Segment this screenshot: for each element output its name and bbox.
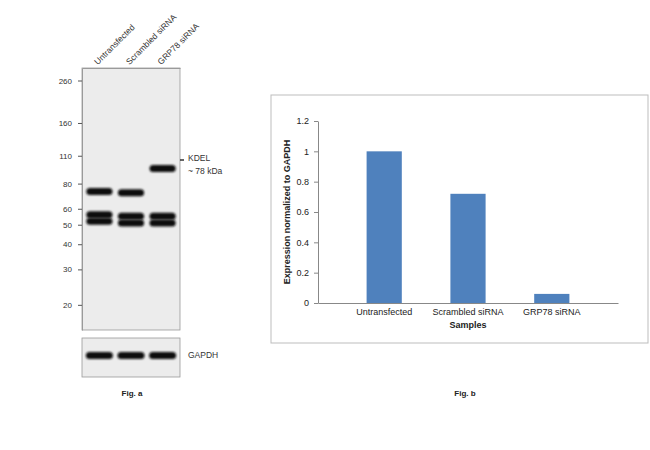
- marker-tick-mark: [78, 184, 82, 185]
- blot-band: [118, 213, 144, 220]
- y-tick: 0: [304, 298, 318, 308]
- marker-label: 80: [63, 180, 72, 189]
- x-tick-label: GRP78 siRNA: [523, 307, 581, 317]
- y-tick-label: 0.6: [296, 207, 309, 217]
- lane-label: GRP78 siRNA: [155, 21, 201, 67]
- blot-annotation: KDEL: [188, 153, 210, 163]
- lane-axis-line: [83, 68, 181, 69]
- y-tick-label: 0.4: [296, 238, 309, 248]
- blot-band: [150, 219, 176, 226]
- x-tick: Scrambled siRNA: [432, 303, 503, 317]
- marker-tick-mark: [78, 209, 82, 210]
- y-tick-label: 1: [304, 147, 309, 157]
- marker-label: 110: [59, 152, 72, 161]
- x-tick-label: Untransfected: [356, 307, 412, 317]
- y-tick-label: 0.2: [296, 268, 309, 278]
- gapdh-band: [149, 352, 176, 359]
- chart-frame: [271, 95, 648, 343]
- marker-tick-mark: [78, 269, 82, 270]
- blot-band: [150, 213, 176, 220]
- y-tick: 0.2: [296, 268, 318, 278]
- blot-band: [86, 211, 112, 218]
- marker-label: 40: [63, 240, 72, 249]
- y-tick-mark: [314, 121, 318, 122]
- y-axis: 0 0.2 0.4 0.6 0.8 1 1.2: [296, 116, 318, 308]
- gapdh-band: [86, 352, 113, 359]
- bar: [367, 151, 402, 303]
- blot-band: [118, 219, 144, 226]
- marker-axis: 260 160 110 80 60 50 40 30 20: [59, 69, 83, 331]
- y-tick-mark: [314, 242, 318, 243]
- marker-tick: 160: [59, 119, 82, 128]
- gapdh-label: GAPDH: [188, 350, 218, 360]
- marker-label: 60: [63, 205, 72, 214]
- y-tick-label: 0: [304, 298, 309, 308]
- figure-caption: Fig. b: [454, 389, 475, 398]
- y-tick: 0.6: [296, 207, 318, 217]
- marker-tick: 20: [63, 301, 82, 310]
- marker-label: 30: [63, 265, 72, 274]
- blot-panel: [82, 68, 180, 330]
- bar: [450, 194, 485, 303]
- gapdh-band: [117, 352, 144, 359]
- y-tick-mark: [314, 303, 318, 304]
- y-tick: 0.4: [296, 238, 318, 248]
- blot-bands: [86, 165, 175, 226]
- y-axis-line: [318, 122, 319, 304]
- y-tick-mark: [314, 212, 318, 213]
- gapdh-panel: [82, 338, 180, 377]
- y-tick-mark: [314, 182, 318, 183]
- y-tick-mark: [314, 273, 318, 274]
- x-tick: Untransfected: [356, 303, 412, 317]
- figure-caption: Fig. a: [122, 389, 143, 398]
- marker-tick: 110: [59, 152, 82, 161]
- y-tick-label: 1.2: [296, 116, 309, 126]
- x-axis-line: [319, 303, 619, 304]
- x-axis-title: Samples: [449, 320, 486, 330]
- marker-tick-mark: [78, 244, 82, 245]
- x-tick: GRP78 siRNA: [523, 303, 581, 317]
- blot-band: [150, 165, 176, 172]
- annotation-pointer: [180, 159, 184, 161]
- marker-tick-mark: [78, 156, 82, 157]
- marker-tick-mark: [78, 305, 82, 306]
- marker-tick: 80: [63, 180, 82, 189]
- marker-tick: 40: [63, 240, 82, 249]
- y-tick-mark: [314, 151, 318, 152]
- x-axis: Untransfected Scrambled siRNA GRP78 siRNA: [319, 303, 619, 317]
- marker-tick: 260: [59, 77, 82, 86]
- marker-label: 160: [59, 119, 73, 128]
- marker-tick: 30: [63, 265, 82, 274]
- marker-tick-mark: [78, 123, 82, 124]
- marker-label: 20: [63, 301, 72, 310]
- y-tick: 1.2: [296, 116, 318, 126]
- marker-tick-mark: [78, 81, 82, 82]
- y-tick-label: 0.8: [296, 177, 309, 187]
- marker-label: 50: [63, 221, 72, 230]
- y-tick: 0.8: [296, 177, 318, 187]
- blot-band: [86, 218, 112, 225]
- lane-tick: GRP78 siRNA: [155, 21, 201, 68]
- marker-tick: 60: [63, 205, 82, 214]
- lane-tick: Scrambled siRNA: [124, 12, 179, 68]
- blot-annotation: ~ 78 kDa: [188, 166, 223, 176]
- marker-tick-mark: [78, 225, 82, 226]
- blot-band: [118, 189, 144, 196]
- marker-label: 260: [59, 77, 73, 86]
- marker-tick: 50: [63, 221, 82, 230]
- y-axis-title: Expression normalized to GAPDH: [282, 140, 292, 285]
- marker-axis-line: [82, 69, 83, 331]
- lane-axis: UntransfectedScrambled siRNAGRP78 siRNA: [83, 12, 202, 69]
- bar: [534, 294, 569, 303]
- x-tick-label: Scrambled siRNA: [432, 307, 503, 317]
- bars: [367, 151, 570, 303]
- y-tick: 1: [304, 147, 318, 157]
- blot-band: [86, 188, 112, 195]
